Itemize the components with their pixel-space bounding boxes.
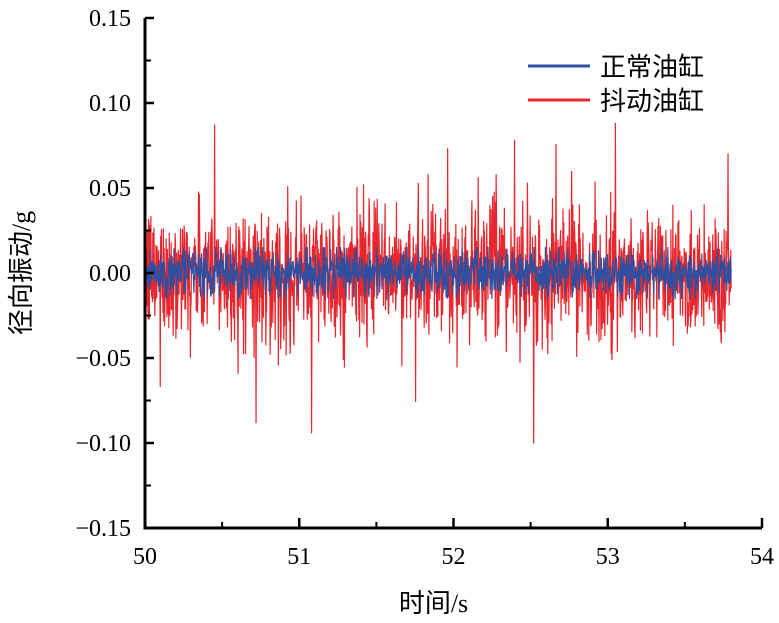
x-tick-label: 52 [442,544,466,570]
y-tick-label: 0.15 [89,6,131,32]
x-tick-label: 54 [750,544,774,570]
y-tick-label: −0.05 [75,346,131,372]
legend-label-normal: 正常油缸 [600,53,704,82]
plot-area [144,122,732,444]
y-tick-label: −0.10 [75,431,131,457]
x-tick-label: 53 [596,544,620,570]
y-ticks: −0.15 −0.10 −0.05 0.00 0.05 0.10 0.15 [75,6,154,542]
y-tick-label: 0.00 [89,261,131,287]
x-tick-label: 50 [133,544,157,570]
legend: 正常油缸 抖动油缸 [528,53,704,116]
y-tick-label: 0.05 [89,176,131,202]
y-axis-title: 径向振动/g [7,211,36,335]
legend-label-jitter: 抖动油缸 [600,87,704,116]
series-normal-cylinder [144,246,732,300]
x-tick-label: 51 [287,544,311,570]
x-ticks: 50 51 52 53 54 [133,518,774,570]
series-line-normal [144,246,732,300]
y-tick-label: 0.10 [89,91,131,117]
axes: −0.15 −0.10 −0.05 0.00 0.05 0.10 0.15 50 51 52 53… [75,6,774,570]
y-tick-label: −0.15 [75,516,131,542]
x-axis-title: 时间/s [399,589,468,618]
